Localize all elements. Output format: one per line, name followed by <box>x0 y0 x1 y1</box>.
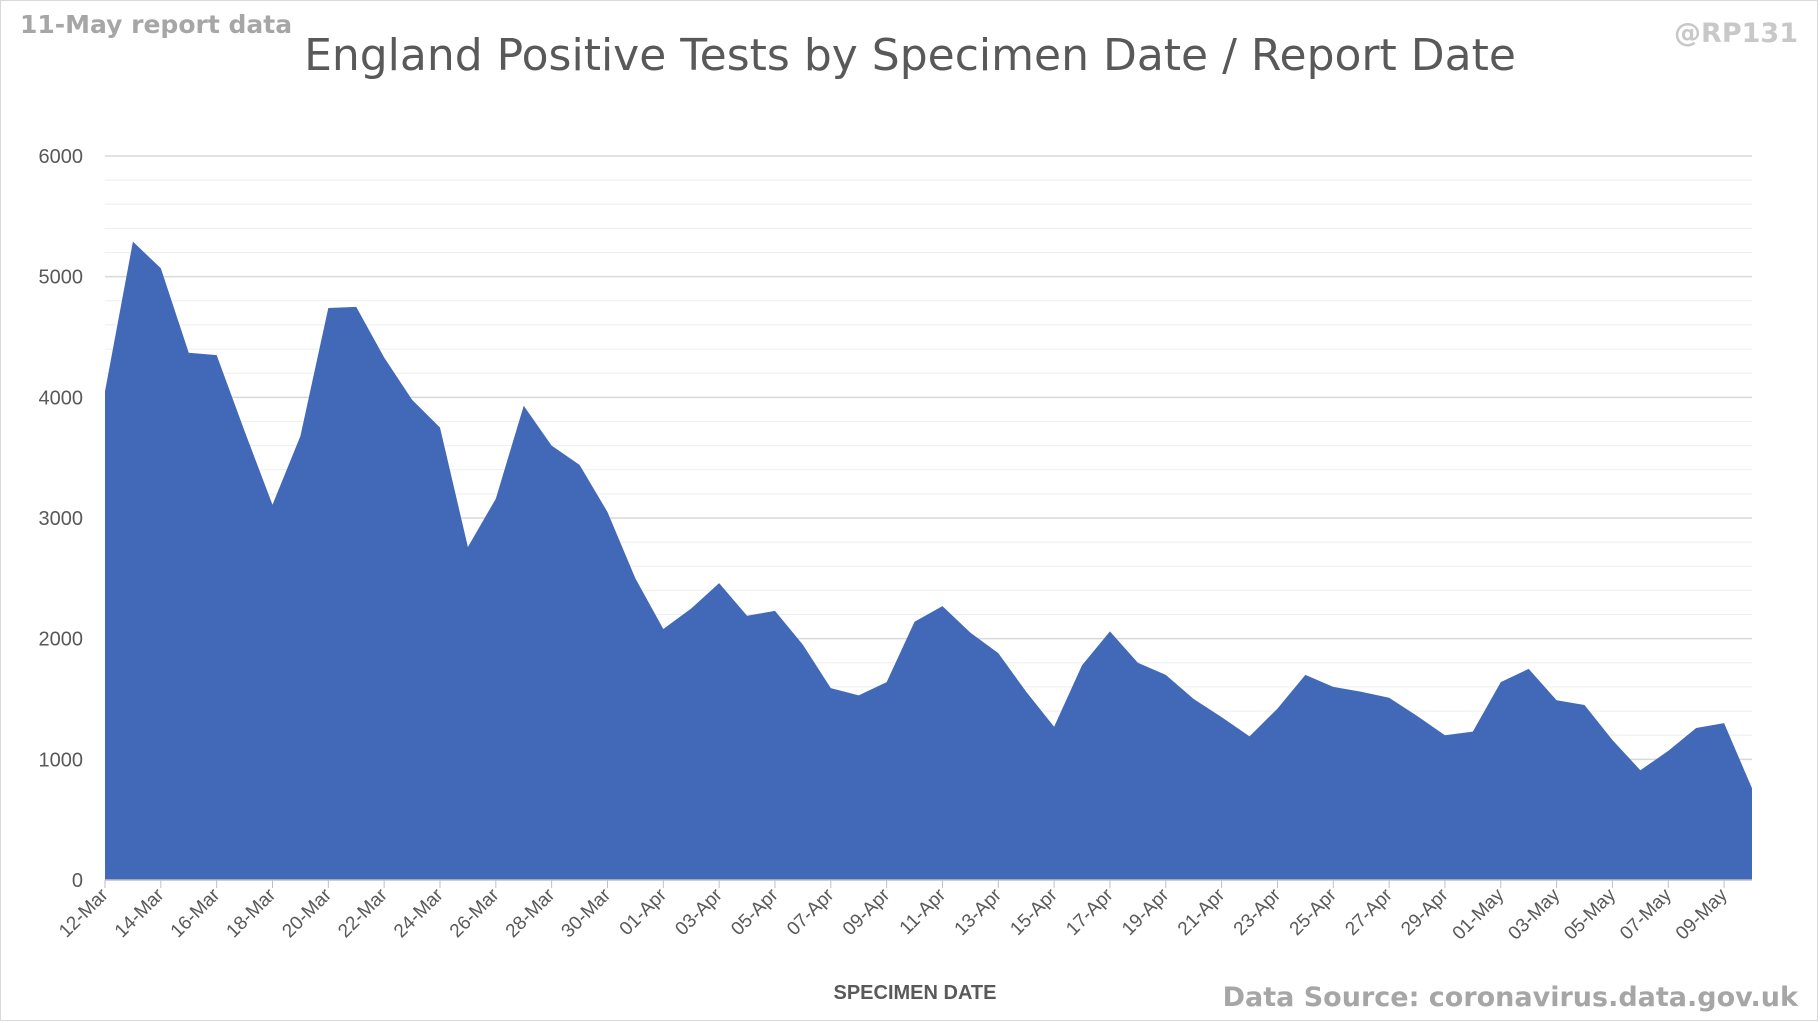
x-tick-label: 09-Apr <box>839 884 895 940</box>
y-tick-label: 0 <box>72 870 83 892</box>
x-tick-label: 03-Apr <box>671 884 727 940</box>
y-tick-label: 6000 <box>39 146 84 168</box>
x-tick-label: 24-Mar <box>390 884 448 942</box>
x-axis: 12-Mar14-Mar16-Mar18-Mar20-Mar22-Mar24-M… <box>55 879 1752 944</box>
x-tick-label: 26-Mar <box>446 884 504 942</box>
x-tick-label: 01-Apr <box>616 884 672 940</box>
x-tick-label: 16-Mar <box>167 884 225 942</box>
x-tick-label: 05-May <box>1560 884 1620 944</box>
x-tick-label: 01-May <box>1449 884 1509 944</box>
x-tick-label: 28-Mar <box>502 884 560 942</box>
chart-title: England Positive Tests by Specimen Date … <box>304 30 1516 81</box>
x-tick-label: 13-Apr <box>951 884 1007 940</box>
x-tick-label: 18-Mar <box>223 884 281 942</box>
x-axis-label: SPECIMEN DATE <box>834 982 997 1004</box>
x-tick-label: 14-Mar <box>111 884 169 942</box>
data-source-note: Data Source: coronavirus.data.gov.uk <box>1222 982 1798 1013</box>
y-tick-label: 5000 <box>39 267 84 289</box>
y-tick-label: 4000 <box>39 387 84 409</box>
x-tick-label: 15-Apr <box>1006 884 1062 940</box>
area-fill <box>105 241 1752 881</box>
author-handle: @RP131 <box>1674 18 1798 49</box>
x-tick-label: 05-Apr <box>727 884 783 940</box>
x-tick-label: 07-May <box>1616 884 1676 944</box>
y-tick-label: 2000 <box>39 629 84 651</box>
x-tick-label: 22-Mar <box>334 884 392 942</box>
area-series <box>105 241 1752 881</box>
x-tick-label: 09-May <box>1672 884 1732 944</box>
y-axis: 0 1000 2000 3000 4000 5000 6000 <box>39 146 84 892</box>
x-tick-label: 29-Apr <box>1397 884 1453 940</box>
x-tick-label: 20-Mar <box>278 884 336 942</box>
x-tick-label: 11-Apr <box>896 884 951 939</box>
x-tick-label: 12-Mar <box>55 884 113 942</box>
x-tick-label: 19-Apr <box>1118 884 1174 940</box>
x-tick-label: 30-Mar <box>558 884 616 942</box>
x-tick-label: 17-Apr <box>1062 884 1118 940</box>
y-tick-label: 3000 <box>39 508 84 530</box>
y-tick-label: 1000 <box>39 749 84 771</box>
report-note: 11-May report data <box>20 10 293 39</box>
x-tick-label: 27-Apr <box>1341 884 1397 940</box>
x-tick-label: 03-May <box>1504 884 1564 944</box>
x-tick-label: 25-Apr <box>1286 884 1342 940</box>
x-tick-label: 23-Apr <box>1230 884 1286 940</box>
x-tick-label: 21-Apr <box>1174 884 1230 940</box>
x-tick-label: 07-Apr <box>783 884 839 940</box>
